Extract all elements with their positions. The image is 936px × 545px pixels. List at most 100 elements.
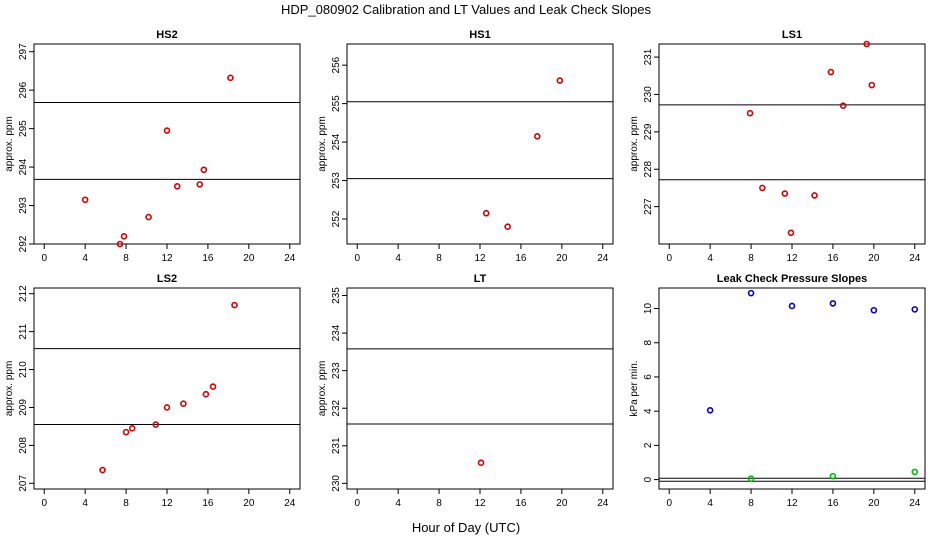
data-point [747,289,755,297]
y-tick-label: 256 [331,56,342,73]
y-tick-label: 235 [331,287,342,304]
x-tick-label: 20 [868,498,880,509]
y-tick-label: 2 [643,442,654,448]
data-point [477,459,485,467]
x-tick-label: 12 [474,498,486,509]
data-point [868,81,876,89]
x-tick-label: 0 [354,253,360,264]
panel-title: LS1 [782,29,802,41]
y-tick-label: 252 [331,210,342,227]
data-point [839,102,847,109]
x-tick-label: 12 [161,498,173,509]
y-tick-label: 207 [18,475,29,492]
data-point [863,40,870,48]
y-tick-label: 232 [331,399,342,416]
y-tick-label: 10 [643,303,654,315]
x-tick-label: 16 [827,253,839,264]
x-tick-label: 0 [666,498,672,509]
x-tick-label: 12 [786,253,798,264]
data-point [99,466,106,474]
panel-title: LT [474,273,487,285]
data-point [152,421,160,428]
y-tick-label: 297 [18,43,29,60]
data-point [829,300,837,307]
chart-panel: LS1 0 4 8 12 16 20 24 227 228 229 230 231 approx. ppm [629,29,926,264]
data-point [120,233,128,240]
y-axis-label: approx. ppm [4,361,15,417]
data-point [209,383,217,390]
x-tick-label: 0 [354,498,360,509]
x-tick-label: 24 [284,498,296,509]
x-tick-label: 24 [597,498,609,509]
data-point [827,68,835,76]
data-point [122,428,130,436]
y-tick-label: 210 [18,361,29,378]
x-tick-label: 0 [41,498,47,509]
y-tick-label: 8 [643,340,654,346]
x-tick-label: 24 [284,253,296,264]
x-tick-label: 8 [748,498,754,509]
x-tick-label: 20 [868,253,880,264]
x-tick-label: 16 [515,498,527,509]
data-point [787,229,795,237]
data-point [706,407,714,414]
x-tick-label: 20 [556,253,568,264]
y-tick-label: 6 [643,374,654,380]
x-tick-label: 12 [786,498,798,509]
panel-title: LS2 [157,273,177,285]
y-tick-label: 293 [18,197,29,214]
y-tick-label: 208 [18,437,29,454]
data-point [504,223,511,230]
data-point [482,209,490,217]
data-point [870,306,878,314]
x-tick-label: 0 [666,253,672,264]
y-tick-label: 211 [18,323,29,339]
x-tick-label: 8 [436,253,442,264]
data-point [163,127,171,134]
chart-panel: HS1 0 4 8 12 16 20 24 252 253 254 255 256 approx. ppm [317,29,614,264]
y-tick-label: 231 [331,437,342,454]
x-tick-label: 4 [395,498,401,509]
data-point [533,133,541,140]
data-point [781,190,789,197]
y-tick-label: 0 [643,476,654,482]
y-tick-label: 229 [643,123,654,140]
x-tick-label: 20 [556,498,568,509]
data-point [231,301,238,309]
data-point [911,468,919,476]
data-point [81,196,89,204]
panel-title: HS1 [469,29,490,41]
panel-title: Leak Check Pressure Slopes [717,273,867,285]
y-tick-label: 231 [643,48,654,65]
x-tick-label: 12 [161,253,173,264]
y-axis-label: approx. ppm [317,361,328,417]
x-tick-label: 8 [436,498,442,509]
y-tick-label: 254 [331,133,342,150]
x-tick-label: 4 [707,253,713,264]
x-tick-label: 24 [597,253,609,264]
data-point [829,472,837,480]
data-point [202,390,210,398]
x-tick-label: 8 [123,253,129,264]
data-point [746,109,754,117]
data-point [116,240,124,248]
y-axis-label: approx. ppm [317,116,328,172]
y-tick-label: 227 [643,198,654,215]
chart-panel: LT 0 4 8 12 16 20 24 230 231 232 233 234 235 approx. p… [317,273,614,509]
x-tick-label: 4 [395,253,401,264]
data-point [747,475,755,483]
y-tick-label: 234 [331,324,342,341]
figure-title: HDP_080902 Calibration and LT Values and… [281,2,652,17]
x-tick-label: 8 [123,498,129,509]
data-point [180,400,187,407]
data-point [163,404,171,411]
x-tick-label: 20 [243,498,255,509]
x-tick-label: 24 [909,253,921,264]
data-point [227,74,234,82]
y-tick-label: 230 [331,475,342,492]
x-tick-label: 16 [202,498,214,509]
panel-title: HS2 [156,29,177,41]
chart-panel: HS2 0 4 8 12 16 20 24 292 293 294 295 296 297 approx. … [4,29,301,264]
